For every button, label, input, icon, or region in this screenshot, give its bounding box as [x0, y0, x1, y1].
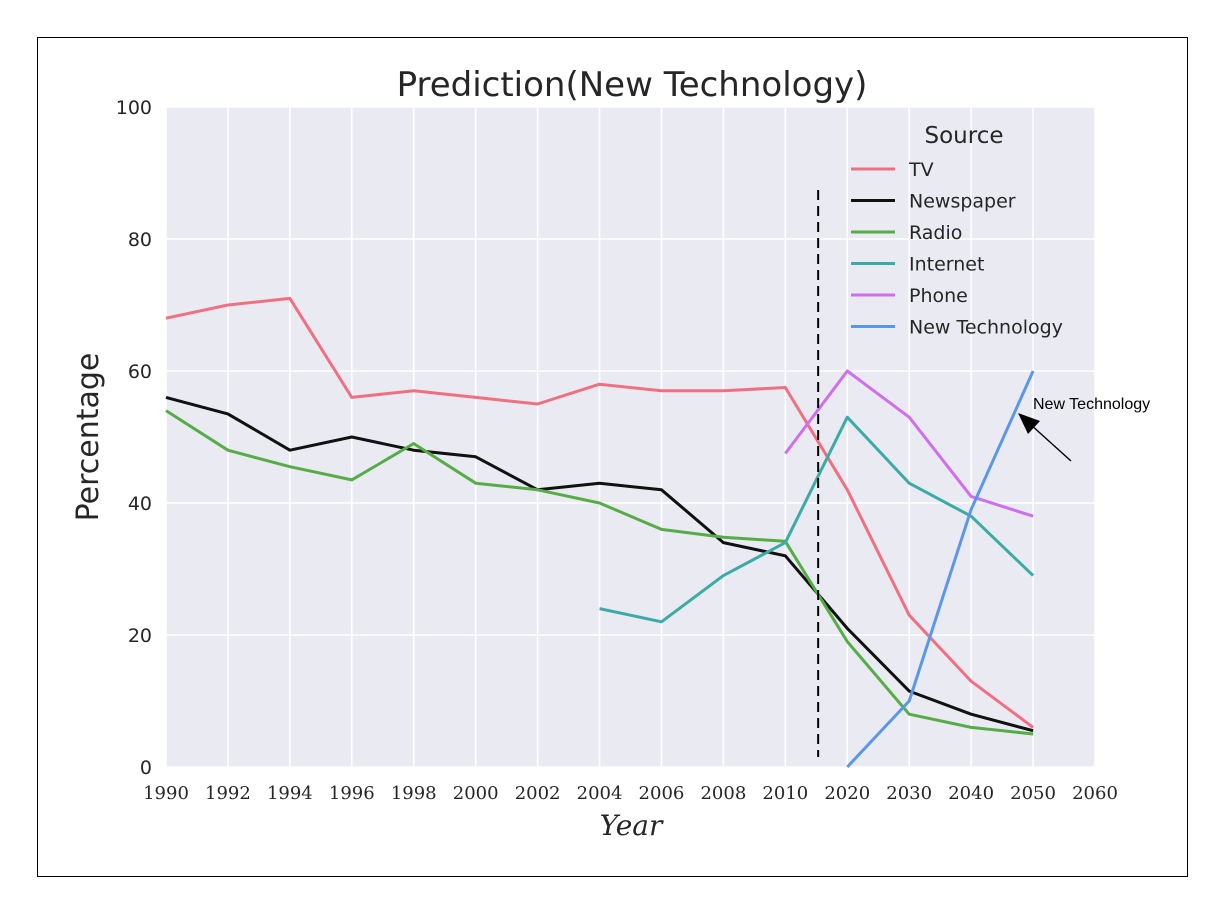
legend-title: Source [925, 123, 1004, 149]
legend-label: New Technology [909, 317, 1063, 339]
series-line-newspaper [165, 395, 1034, 733]
x-tick-label: 2004 [577, 783, 623, 804]
legend-label: TV [908, 159, 934, 181]
x-tick-label: 1990 [143, 783, 189, 804]
y-tick-label: 40 [128, 493, 152, 515]
x-tick-label: 2006 [639, 783, 685, 804]
x-tick-label: 1996 [329, 783, 375, 804]
axes-text: 1990 1992 1994 1996 1998 2000 2002 2004 2006 2008… [116, 97, 1118, 804]
annotation: New Technology [1018, 396, 1150, 462]
y-tick-label: 80 [128, 229, 152, 251]
y-tick-label: 60 [128, 361, 152, 383]
series-layer [165, 296, 1035, 769]
legend-label: Radio [909, 222, 962, 244]
annotation-arrow-head [1018, 413, 1040, 434]
x-tick-label: 2020 [824, 783, 870, 804]
y-axis-label: Percentage [71, 353, 106, 522]
x-tick-label: 1992 [205, 783, 251, 804]
x-tick-label: 2000 [453, 783, 499, 804]
annotation-arrow-line [1029, 423, 1072, 462]
x-axis-label: Year [600, 809, 664, 842]
x-tick-label: 2008 [700, 783, 746, 804]
series-line-radio [165, 409, 1034, 736]
legend: Source TV Newspaper Radio Internet Phone New … [851, 123, 1063, 339]
x-tick-label: 2050 [1010, 783, 1056, 804]
x-tick-label: 2030 [886, 783, 932, 804]
x-tick-label: 1998 [391, 783, 437, 804]
series-line-phone [784, 369, 1034, 518]
series-line-tv [165, 296, 1034, 729]
legend-label: Phone [909, 285, 968, 307]
y-tick-label: 100 [116, 97, 152, 119]
chart-title: Prediction(New Technology) [397, 65, 868, 105]
plot-background [166, 107, 1095, 767]
x-tick-label: 2010 [762, 783, 808, 804]
series-line-new-technology [846, 370, 1035, 769]
annotation-text: New Technology [1033, 396, 1150, 413]
x-tick-label: 1994 [267, 783, 313, 804]
x-tick-label: 2060 [1072, 783, 1118, 804]
y-tick-label: 20 [128, 625, 152, 647]
x-tick-label: 2002 [515, 783, 561, 804]
grid [165, 106, 1096, 768]
y-tick-label: 0 [140, 757, 152, 779]
x-tick-label: 2040 [948, 783, 994, 804]
series-line-internet [599, 415, 1035, 624]
legend-label: Internet [909, 254, 984, 276]
legend-label: Newspaper [909, 191, 1016, 213]
